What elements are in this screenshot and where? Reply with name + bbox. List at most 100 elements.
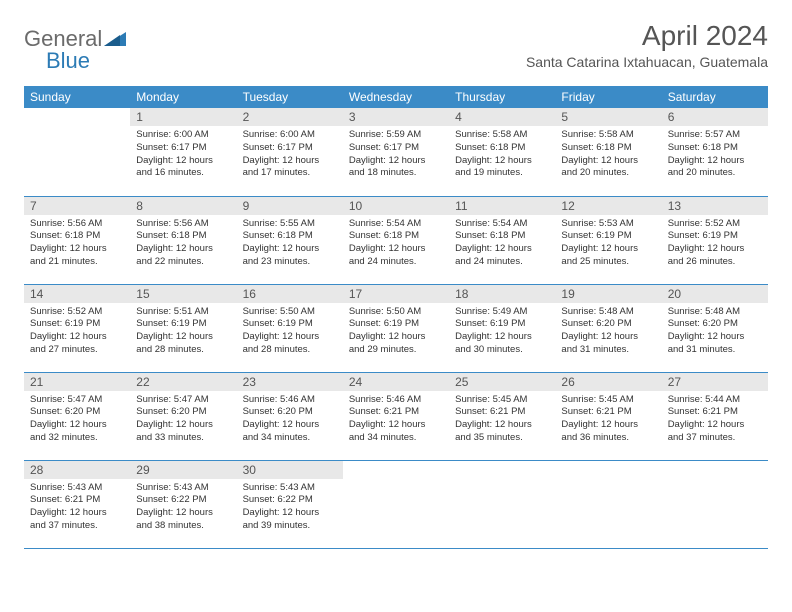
calendar-day-cell: 16Sunrise: 5:50 AMSunset: 6:19 PMDayligh… bbox=[237, 284, 343, 372]
sunset-line: Sunset: 6:19 PM bbox=[561, 230, 655, 243]
sunset-line: Sunset: 6:18 PM bbox=[30, 230, 124, 243]
calendar-day-cell: 4Sunrise: 5:58 AMSunset: 6:18 PMDaylight… bbox=[449, 108, 555, 196]
sunrise-line: Sunrise: 5:43 AM bbox=[136, 482, 230, 495]
calendar-week-row: 21Sunrise: 5:47 AMSunset: 6:20 PMDayligh… bbox=[24, 372, 768, 460]
logo-text-2: Blue bbox=[46, 48, 90, 73]
sunset-line: Sunset: 6:17 PM bbox=[349, 142, 443, 155]
sunset-line: Sunset: 6:18 PM bbox=[561, 142, 655, 155]
day-details: Sunrise: 5:52 AMSunset: 6:19 PMDaylight:… bbox=[24, 303, 130, 361]
sunrise-line: Sunrise: 5:56 AM bbox=[136, 218, 230, 231]
sunrise-line: Sunrise: 5:50 AM bbox=[243, 306, 337, 319]
calendar-day-cell bbox=[662, 460, 768, 548]
sunset-line: Sunset: 6:17 PM bbox=[243, 142, 337, 155]
day-number: 6 bbox=[662, 108, 768, 126]
sunrise-line: Sunrise: 5:43 AM bbox=[30, 482, 124, 495]
daylight-line: Daylight: 12 hours and 25 minutes. bbox=[561, 243, 655, 269]
sunrise-line: Sunrise: 5:48 AM bbox=[668, 306, 762, 319]
weekday-header: Saturday bbox=[662, 86, 768, 108]
day-number: 16 bbox=[237, 285, 343, 303]
weekday-header: Tuesday bbox=[237, 86, 343, 108]
day-details: Sunrise: 5:56 AMSunset: 6:18 PMDaylight:… bbox=[24, 215, 130, 273]
sunrise-line: Sunrise: 5:47 AM bbox=[30, 394, 124, 407]
sunrise-line: Sunrise: 5:46 AM bbox=[243, 394, 337, 407]
day-details: Sunrise: 5:50 AMSunset: 6:19 PMDaylight:… bbox=[343, 303, 449, 361]
sunset-line: Sunset: 6:19 PM bbox=[455, 318, 549, 331]
sunrise-line: Sunrise: 5:57 AM bbox=[668, 129, 762, 142]
day-details: Sunrise: 6:00 AMSunset: 6:17 PMDaylight:… bbox=[130, 126, 236, 184]
day-number: 18 bbox=[449, 285, 555, 303]
calendar-day-cell: 13Sunrise: 5:52 AMSunset: 6:19 PMDayligh… bbox=[662, 196, 768, 284]
daylight-line: Daylight: 12 hours and 30 minutes. bbox=[455, 331, 549, 357]
calendar-day-cell: 1Sunrise: 6:00 AMSunset: 6:17 PMDaylight… bbox=[130, 108, 236, 196]
calendar-day-cell: 15Sunrise: 5:51 AMSunset: 6:19 PMDayligh… bbox=[130, 284, 236, 372]
day-number: 21 bbox=[24, 373, 130, 391]
day-details: Sunrise: 5:54 AMSunset: 6:18 PMDaylight:… bbox=[343, 215, 449, 273]
calendar-day-cell: 6Sunrise: 5:57 AMSunset: 6:18 PMDaylight… bbox=[662, 108, 768, 196]
daylight-line: Daylight: 12 hours and 34 minutes. bbox=[243, 419, 337, 445]
day-details: Sunrise: 5:56 AMSunset: 6:18 PMDaylight:… bbox=[130, 215, 236, 273]
daylight-line: Daylight: 12 hours and 31 minutes. bbox=[668, 331, 762, 357]
sunrise-line: Sunrise: 5:44 AM bbox=[668, 394, 762, 407]
day-number: 17 bbox=[343, 285, 449, 303]
daylight-line: Daylight: 12 hours and 18 minutes. bbox=[349, 155, 443, 181]
day-number: 25 bbox=[449, 373, 555, 391]
calendar-day-cell: 12Sunrise: 5:53 AMSunset: 6:19 PMDayligh… bbox=[555, 196, 661, 284]
sunrise-line: Sunrise: 5:59 AM bbox=[349, 129, 443, 142]
calendar-day-cell: 30Sunrise: 5:43 AMSunset: 6:22 PMDayligh… bbox=[237, 460, 343, 548]
sunrise-line: Sunrise: 5:50 AM bbox=[349, 306, 443, 319]
weekday-header: Friday bbox=[555, 86, 661, 108]
sunrise-line: Sunrise: 5:55 AM bbox=[243, 218, 337, 231]
sunset-line: Sunset: 6:20 PM bbox=[561, 318, 655, 331]
daylight-line: Daylight: 12 hours and 38 minutes. bbox=[136, 507, 230, 533]
day-number: 26 bbox=[555, 373, 661, 391]
day-number: 2 bbox=[237, 108, 343, 126]
calendar-day-cell: 20Sunrise: 5:48 AMSunset: 6:20 PMDayligh… bbox=[662, 284, 768, 372]
sunrise-line: Sunrise: 5:47 AM bbox=[136, 394, 230, 407]
daylight-line: Daylight: 12 hours and 36 minutes. bbox=[561, 419, 655, 445]
day-details: Sunrise: 5:48 AMSunset: 6:20 PMDaylight:… bbox=[662, 303, 768, 361]
sunset-line: Sunset: 6:20 PM bbox=[668, 318, 762, 331]
sunset-line: Sunset: 6:21 PM bbox=[30, 494, 124, 507]
calendar-day-cell bbox=[343, 460, 449, 548]
day-details: Sunrise: 5:54 AMSunset: 6:18 PMDaylight:… bbox=[449, 215, 555, 273]
calendar-day-cell: 5Sunrise: 5:58 AMSunset: 6:18 PMDaylight… bbox=[555, 108, 661, 196]
day-number: 19 bbox=[555, 285, 661, 303]
calendar-day-cell: 17Sunrise: 5:50 AMSunset: 6:19 PMDayligh… bbox=[343, 284, 449, 372]
sunset-line: Sunset: 6:22 PM bbox=[136, 494, 230, 507]
sunset-line: Sunset: 6:22 PM bbox=[243, 494, 337, 507]
calendar-week-row: 1Sunrise: 6:00 AMSunset: 6:17 PMDaylight… bbox=[24, 108, 768, 196]
sunrise-line: Sunrise: 6:00 AM bbox=[243, 129, 337, 142]
weekday-header: Wednesday bbox=[343, 86, 449, 108]
day-details: Sunrise: 5:46 AMSunset: 6:20 PMDaylight:… bbox=[237, 391, 343, 449]
day-number: 11 bbox=[449, 197, 555, 215]
day-number: 27 bbox=[662, 373, 768, 391]
day-number: 1 bbox=[130, 108, 236, 126]
sunrise-line: Sunrise: 5:51 AM bbox=[136, 306, 230, 319]
day-details: Sunrise: 5:46 AMSunset: 6:21 PMDaylight:… bbox=[343, 391, 449, 449]
weekday-header-row: Sunday Monday Tuesday Wednesday Thursday… bbox=[24, 86, 768, 108]
day-number: 9 bbox=[237, 197, 343, 215]
day-details: Sunrise: 5:43 AMSunset: 6:21 PMDaylight:… bbox=[24, 479, 130, 537]
sunrise-line: Sunrise: 5:48 AM bbox=[561, 306, 655, 319]
calendar-day-cell: 26Sunrise: 5:45 AMSunset: 6:21 PMDayligh… bbox=[555, 372, 661, 460]
sunrise-line: Sunrise: 5:56 AM bbox=[30, 218, 124, 231]
daylight-line: Daylight: 12 hours and 32 minutes. bbox=[30, 419, 124, 445]
weekday-header: Monday bbox=[130, 86, 236, 108]
sunset-line: Sunset: 6:19 PM bbox=[136, 318, 230, 331]
weekday-header: Sunday bbox=[24, 86, 130, 108]
sunrise-line: Sunrise: 5:45 AM bbox=[561, 394, 655, 407]
day-details: Sunrise: 5:49 AMSunset: 6:19 PMDaylight:… bbox=[449, 303, 555, 361]
calendar-table: Sunday Monday Tuesday Wednesday Thursday… bbox=[24, 86, 768, 549]
daylight-line: Daylight: 12 hours and 37 minutes. bbox=[30, 507, 124, 533]
sunrise-line: Sunrise: 5:58 AM bbox=[455, 129, 549, 142]
day-details: Sunrise: 5:52 AMSunset: 6:19 PMDaylight:… bbox=[662, 215, 768, 273]
calendar-day-cell: 8Sunrise: 5:56 AMSunset: 6:18 PMDaylight… bbox=[130, 196, 236, 284]
calendar-day-cell: 23Sunrise: 5:46 AMSunset: 6:20 PMDayligh… bbox=[237, 372, 343, 460]
day-details: Sunrise: 5:58 AMSunset: 6:18 PMDaylight:… bbox=[555, 126, 661, 184]
daylight-line: Daylight: 12 hours and 21 minutes. bbox=[30, 243, 124, 269]
sunset-line: Sunset: 6:19 PM bbox=[349, 318, 443, 331]
day-number: 12 bbox=[555, 197, 661, 215]
sunset-line: Sunset: 6:18 PM bbox=[668, 142, 762, 155]
calendar-day-cell: 18Sunrise: 5:49 AMSunset: 6:19 PMDayligh… bbox=[449, 284, 555, 372]
day-number: 10 bbox=[343, 197, 449, 215]
